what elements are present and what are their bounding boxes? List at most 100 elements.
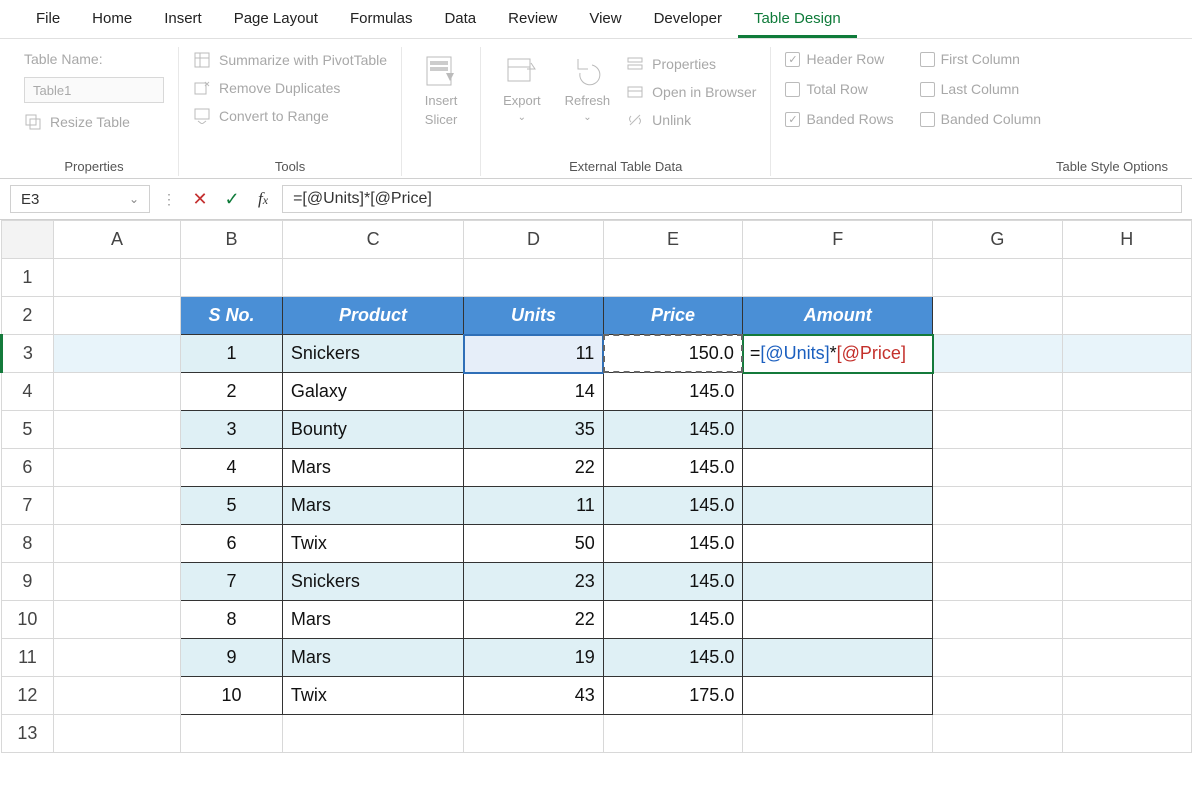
cell-C11[interactable]: Mars	[282, 639, 463, 677]
convert-range-button[interactable]: Convert to Range	[193, 107, 387, 125]
row-header-7[interactable]: 7	[2, 487, 54, 525]
menu-page-layout[interactable]: Page Layout	[218, 4, 334, 38]
cell-E1[interactable]	[603, 259, 743, 297]
insert-slicer-button[interactable]: Insert Slicer	[416, 51, 466, 131]
row-header-1[interactable]: 1	[2, 259, 54, 297]
cell-D4[interactable]: 14	[464, 373, 603, 411]
cell-G7[interactable]	[933, 487, 1062, 525]
cell-E2[interactable]: Price	[603, 297, 743, 335]
cell-G1[interactable]	[933, 259, 1062, 297]
enter-button[interactable]: ✓	[220, 189, 244, 210]
cell-D8[interactable]: 50	[464, 525, 603, 563]
col-header-G[interactable]: G	[933, 221, 1062, 259]
col-header-C[interactable]: C	[282, 221, 463, 259]
cell-G5[interactable]	[933, 411, 1062, 449]
cell-H11[interactable]	[1062, 639, 1191, 677]
cell-F13[interactable]	[743, 715, 933, 753]
cell-H2[interactable]	[1062, 297, 1191, 335]
cell-A12[interactable]	[53, 677, 180, 715]
cell-C10[interactable]: Mars	[282, 601, 463, 639]
menu-review[interactable]: Review	[492, 4, 573, 38]
cell-D11[interactable]: 19	[464, 639, 603, 677]
cell-E9[interactable]: 145.0	[603, 563, 743, 601]
fx-icon[interactable]: fx	[252, 189, 274, 209]
cell-A8[interactable]	[53, 525, 180, 563]
export-button[interactable]: Export ⌄	[495, 51, 549, 129]
cell-B10[interactable]: 8	[181, 601, 283, 639]
cell-H1[interactable]	[1062, 259, 1191, 297]
cell-A3[interactable]	[53, 335, 180, 373]
cell-F5[interactable]	[743, 411, 933, 449]
cell-B3[interactable]: 1	[181, 335, 283, 373]
cell-F6[interactable]	[743, 449, 933, 487]
cell-A7[interactable]	[53, 487, 180, 525]
cell-F11[interactable]	[743, 639, 933, 677]
refresh-button[interactable]: Refresh ⌄	[557, 51, 619, 129]
cell-G8[interactable]	[933, 525, 1062, 563]
cell-B13[interactable]	[181, 715, 283, 753]
cell-B6[interactable]: 4	[181, 449, 283, 487]
cell-C3[interactable]: Snickers	[282, 335, 463, 373]
row-header-3[interactable]: 3	[2, 335, 54, 373]
row-header-12[interactable]: 12	[2, 677, 54, 715]
cell-E6[interactable]: 145.0	[603, 449, 743, 487]
cell-G12[interactable]	[933, 677, 1062, 715]
cell-E3[interactable]: 150.0	[603, 335, 743, 373]
row-header-5[interactable]: 5	[2, 411, 54, 449]
cell-D12[interactable]: 43	[464, 677, 603, 715]
menu-formulas[interactable]: Formulas	[334, 4, 429, 38]
cell-E8[interactable]: 145.0	[603, 525, 743, 563]
row-header-9[interactable]: 9	[2, 563, 54, 601]
resize-table-button[interactable]: Resize Table	[24, 113, 164, 131]
cell-F8[interactable]	[743, 525, 933, 563]
cell-E7[interactable]: 145.0	[603, 487, 743, 525]
cell-G4[interactable]	[933, 373, 1062, 411]
cell-E4[interactable]: 145.0	[603, 373, 743, 411]
cell-F1[interactable]	[743, 259, 933, 297]
row-header-6[interactable]: 6	[2, 449, 54, 487]
cell-C12[interactable]: Twix	[282, 677, 463, 715]
unlink-button[interactable]: Unlink	[626, 111, 756, 129]
menu-home[interactable]: Home	[76, 4, 148, 38]
cell-G9[interactable]	[933, 563, 1062, 601]
col-header-A[interactable]: A	[53, 221, 180, 259]
row-header-10[interactable]: 10	[2, 601, 54, 639]
row-header-11[interactable]: 11	[2, 639, 54, 677]
cell-H5[interactable]	[1062, 411, 1191, 449]
cell-A11[interactable]	[53, 639, 180, 677]
pivot-button[interactable]: Summarize with PivotTable	[193, 51, 387, 69]
cell-A6[interactable]	[53, 449, 180, 487]
cell-B2[interactable]: S No.	[181, 297, 283, 335]
remove-dup-button[interactable]: Remove Duplicates	[193, 79, 387, 97]
col-header-D[interactable]: D	[464, 221, 603, 259]
cell-C8[interactable]: Twix	[282, 525, 463, 563]
menu-insert[interactable]: Insert	[148, 4, 218, 38]
row-header-2[interactable]: 2	[2, 297, 54, 335]
cell-F2[interactable]: Amount	[743, 297, 933, 335]
cell-C7[interactable]: Mars	[282, 487, 463, 525]
cell-A4[interactable]	[53, 373, 180, 411]
cell-B8[interactable]: 6	[181, 525, 283, 563]
col-header-H[interactable]: H	[1062, 221, 1191, 259]
cell-B11[interactable]: 9	[181, 639, 283, 677]
formula-input[interactable]: =[@Units]*[@Price]	[282, 185, 1182, 213]
cell-A2[interactable]	[53, 297, 180, 335]
cell-E11[interactable]: 145.0	[603, 639, 743, 677]
cell-C4[interactable]: Galaxy	[282, 373, 463, 411]
first-col-checkbox[interactable]: First Column	[920, 51, 1041, 67]
cell-D10[interactable]: 22	[464, 601, 603, 639]
cell-B4[interactable]: 2	[181, 373, 283, 411]
cell-C13[interactable]	[282, 715, 463, 753]
col-header-F[interactable]: F	[743, 221, 933, 259]
menu-file[interactable]: File	[20, 4, 76, 38]
cell-H4[interactable]	[1062, 373, 1191, 411]
cell-F9[interactable]	[743, 563, 933, 601]
cell-H8[interactable]	[1062, 525, 1191, 563]
row-header-4[interactable]: 4	[2, 373, 54, 411]
cell-F3[interactable]: =[@Units]*[@Price]	[743, 335, 933, 373]
table-name-input[interactable]	[24, 77, 164, 103]
banded-cols-checkbox[interactable]: Banded Column	[920, 111, 1041, 127]
cell-H13[interactable]	[1062, 715, 1191, 753]
cell-C9[interactable]: Snickers	[282, 563, 463, 601]
cell-D3[interactable]: 11	[464, 335, 603, 373]
